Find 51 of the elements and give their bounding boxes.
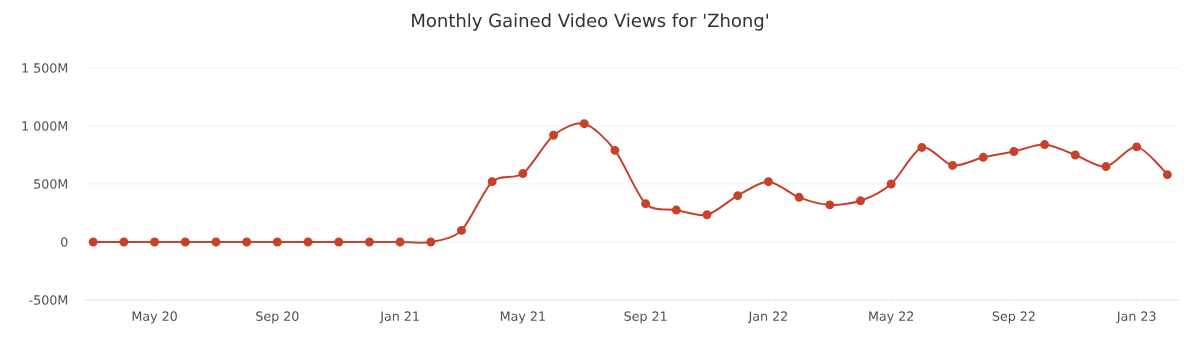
point bbox=[1040, 140, 1050, 150]
point bbox=[150, 237, 160, 247]
point bbox=[1070, 150, 1080, 160]
point bbox=[334, 237, 344, 247]
point bbox=[457, 225, 466, 235]
point bbox=[426, 237, 436, 247]
point bbox=[487, 177, 497, 187]
point bbox=[303, 237, 313, 247]
point bbox=[180, 237, 190, 247]
point bbox=[641, 199, 651, 209]
point bbox=[211, 237, 221, 247]
point bbox=[1009, 147, 1019, 156]
x-tick-label: May 20 bbox=[132, 311, 177, 324]
chart-title: Monthly Gained Video Views for 'Zhong' bbox=[412, 13, 768, 31]
y-tick-label: 1 000M bbox=[22, 121, 68, 131]
point bbox=[886, 179, 896, 189]
point bbox=[395, 237, 405, 247]
point bbox=[856, 196, 865, 206]
point bbox=[119, 237, 129, 247]
point bbox=[579, 119, 589, 129]
y-tick-label: 500M bbox=[34, 179, 68, 189]
point bbox=[948, 160, 958, 170]
point bbox=[978, 152, 988, 162]
x-tick-label: Jan 22 bbox=[747, 311, 787, 324]
x-tick-label: May 21 bbox=[500, 311, 545, 324]
point bbox=[364, 237, 374, 247]
point bbox=[549, 130, 559, 140]
y-tick-label: 0 bbox=[61, 237, 68, 247]
x-tick-label: Sep 22 bbox=[992, 311, 1035, 324]
point bbox=[794, 192, 804, 202]
point bbox=[242, 237, 252, 247]
point bbox=[702, 210, 712, 220]
point bbox=[272, 237, 282, 247]
point bbox=[1132, 142, 1142, 152]
point bbox=[88, 237, 98, 247]
x-tick-label: Jan 23 bbox=[1116, 311, 1156, 324]
point bbox=[610, 145, 620, 155]
point bbox=[1101, 162, 1111, 172]
point bbox=[671, 205, 681, 215]
x-tick-label: Sep 21 bbox=[624, 311, 667, 324]
point bbox=[733, 191, 743, 201]
point bbox=[917, 142, 927, 152]
x-tick-label: Jan 21 bbox=[379, 311, 419, 324]
y-tick-label: -500M bbox=[29, 295, 68, 305]
point bbox=[518, 169, 528, 179]
point bbox=[763, 177, 773, 187]
point bbox=[825, 200, 835, 210]
point bbox=[1162, 170, 1172, 180]
x-tick-label: Sep 20 bbox=[256, 311, 299, 324]
y-tick-label: 1 500M bbox=[22, 63, 68, 73]
x-tick-label: May 22 bbox=[869, 311, 914, 324]
